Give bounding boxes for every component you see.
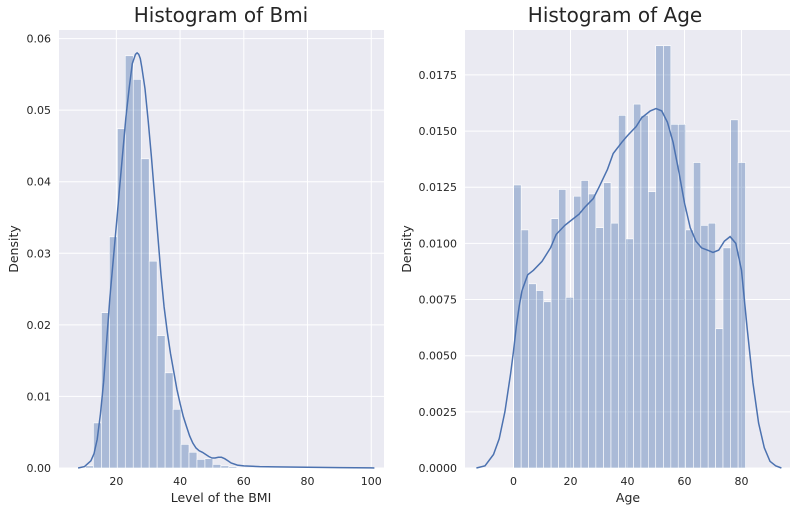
x-tick-label: 80 xyxy=(301,475,315,488)
y-tick-label: 0.0050 xyxy=(419,350,458,363)
x-axis-label: Age xyxy=(616,490,640,505)
histogram-bar xyxy=(737,162,746,469)
histogram-bar xyxy=(109,236,118,469)
y-tick-label: 0.0075 xyxy=(419,294,458,307)
histogram-bar xyxy=(565,296,574,469)
gridlines xyxy=(465,30,790,469)
histogram-bar xyxy=(633,103,642,469)
plot-area xyxy=(59,30,384,468)
histogram-bar xyxy=(520,229,529,469)
y-tick-label: 0.0150 xyxy=(419,125,458,138)
y-tick-labels: 0.00 0.01 0.02 0.03 0.04 0.05 0.06 xyxy=(27,33,52,475)
x-tick-label: 80 xyxy=(735,475,749,488)
histogram-bar xyxy=(188,451,198,469)
histogram-bar xyxy=(156,335,166,469)
histogram-bar xyxy=(648,191,657,469)
histogram-bar xyxy=(573,195,582,469)
y-tick-label: 0.05 xyxy=(27,104,52,117)
y-tick-label: 0.0000 xyxy=(419,462,458,475)
histogram-bar xyxy=(693,162,702,469)
age-histogram-panel: Histogram of Age 0 20 40 60 80 0.00000.00250… xyxy=(399,3,790,505)
y-tick-label: 0.00 xyxy=(27,462,52,475)
histogram-bar xyxy=(543,301,552,469)
histogram-bar xyxy=(535,290,544,469)
histogram-bar xyxy=(670,124,679,469)
histogram-bar xyxy=(715,328,724,469)
histogram-bar xyxy=(148,260,158,469)
histogram-bar xyxy=(172,409,182,469)
histogram-bar xyxy=(580,180,589,469)
x-tick-label: 60 xyxy=(678,475,692,488)
x-axis-label: Level of the BMI xyxy=(171,490,272,505)
histogram-bar xyxy=(228,466,238,469)
y-axis-label: Density xyxy=(6,225,21,273)
x-tick-labels: 20 40 60 80 100 xyxy=(109,475,381,488)
y-tick-label: 0.0100 xyxy=(419,237,458,250)
histogram-bar xyxy=(180,444,190,469)
kde-curve xyxy=(476,107,782,469)
x-tick-label: 20 xyxy=(109,475,123,488)
histogram-bar xyxy=(588,193,597,469)
x-tick-label: 20 xyxy=(563,475,577,488)
histogram-bar xyxy=(640,115,649,469)
histogram-bar xyxy=(722,247,732,469)
histogram-bar xyxy=(550,218,559,469)
histogram-bar xyxy=(707,222,716,469)
histogram-bar xyxy=(603,182,612,469)
histogram-bar xyxy=(164,372,174,469)
kde-curve xyxy=(77,51,375,469)
histogram-bar xyxy=(595,227,604,469)
x-tick-label: 40 xyxy=(173,475,187,488)
y-tick-label: 0.02 xyxy=(27,319,52,332)
x-tick-label: 60 xyxy=(237,475,251,488)
histogram-bar xyxy=(618,115,627,469)
histogram-bar xyxy=(220,465,230,469)
histogram-bars xyxy=(513,45,746,469)
x-tick-label: 40 xyxy=(621,475,635,488)
y-tick-labels: 0.0000 0.0025 0.0050 0.0075 0.0100 0.0125 0.01… xyxy=(419,69,458,475)
histogram-bar xyxy=(140,158,150,469)
y-tick-label: 0.06 xyxy=(27,33,52,46)
y-tick-label: 0.01 xyxy=(27,390,52,403)
y-tick-label: 0.0025 xyxy=(419,406,458,419)
x-tick-labels: 0 20 40 60 80 xyxy=(510,475,749,488)
histogram-bar xyxy=(685,229,694,469)
histogram-bar xyxy=(212,464,222,469)
y-tick-label: 0.0175 xyxy=(419,69,458,82)
x-tick-label: 100 xyxy=(361,475,382,488)
histogram-bar xyxy=(528,283,537,469)
bmi-histogram-panel: Histogram of Bmi 20 40 60 80 100 0.000.010.0… xyxy=(6,3,384,505)
y-tick-label: 0.03 xyxy=(27,247,52,260)
chart-title: Histogram of Age xyxy=(528,3,702,27)
histogram-bar xyxy=(85,465,94,469)
histogram-bars xyxy=(85,55,246,469)
y-axis-label: Density xyxy=(399,225,414,273)
y-tick-label: 0.04 xyxy=(27,176,52,189)
y-tick-label: 0.0125 xyxy=(419,181,458,194)
histogram-bar xyxy=(236,466,246,469)
histogram-bar xyxy=(663,45,672,469)
histogram-bar xyxy=(204,458,214,469)
chart-title: Histogram of Bmi xyxy=(134,3,309,27)
histogram-bar xyxy=(132,79,142,469)
histogram-bar xyxy=(513,184,522,469)
x-tick-label: 0 xyxy=(510,475,517,488)
histogram-bar xyxy=(93,422,102,469)
histogram-bar xyxy=(117,128,126,469)
histogram-bar xyxy=(196,459,206,469)
histogram-bar xyxy=(730,119,739,469)
histogram-bar xyxy=(610,222,619,469)
histogram-bar xyxy=(625,238,634,469)
histogram-bar xyxy=(700,225,709,469)
